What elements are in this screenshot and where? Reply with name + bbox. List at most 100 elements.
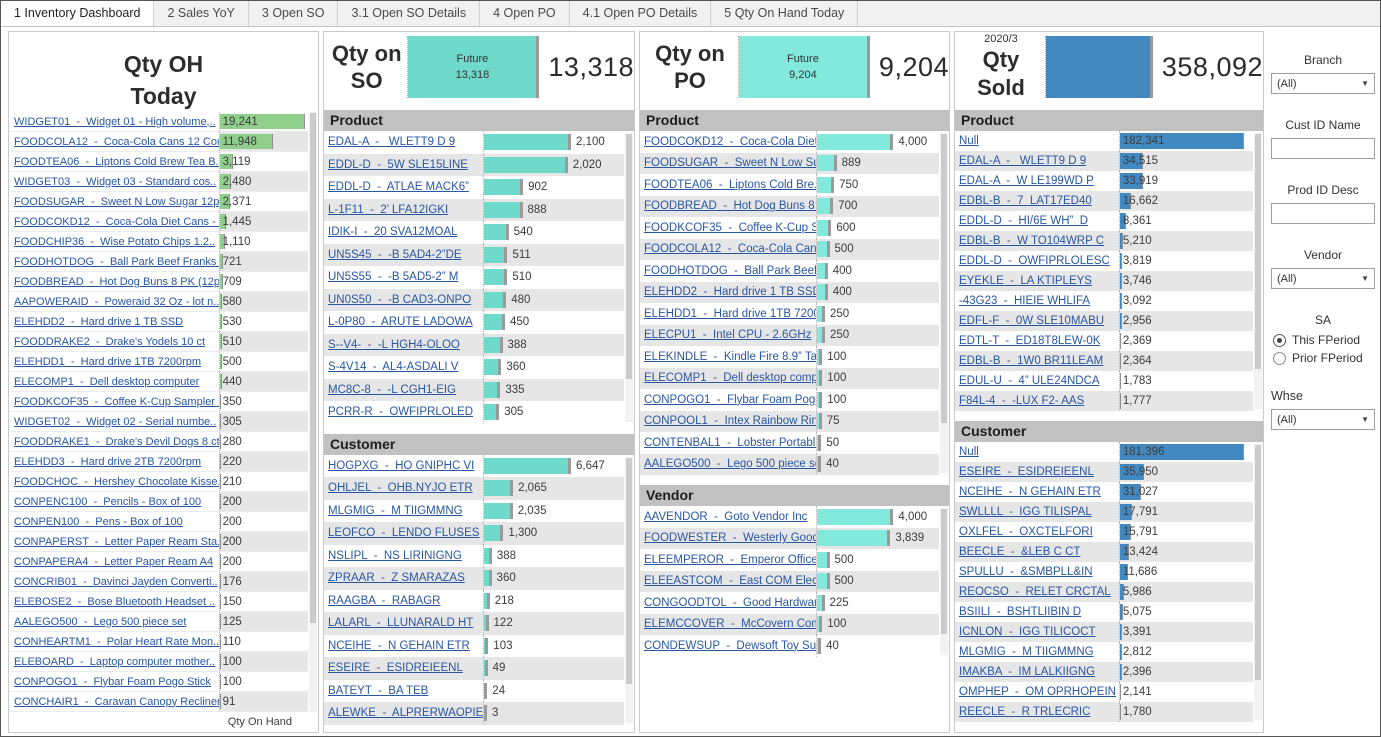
item-link[interactable]: NCEIHE - N GEHAIN ETR <box>959 486 1101 498</box>
value-bar[interactable] <box>1119 504 1133 520</box>
item-link[interactable]: ESEIRE - ESIDREIEENL <box>328 662 463 675</box>
prod-id-desc-input[interactable] <box>1271 203 1375 224</box>
value-bar[interactable] <box>484 502 510 519</box>
value-bar[interactable] <box>1119 524 1131 540</box>
value-bar[interactable] <box>484 156 565 173</box>
item-link[interactable]: S-4V14 - AL4-ASDALI V <box>328 361 459 374</box>
item-link[interactable]: CONGOODTOL - Good Hardware.. <box>644 596 817 609</box>
item-link[interactable]: IDIK-I - 20 SVA12MOAL <box>328 226 458 239</box>
item-link[interactable]: EDUL-U - 4” ULE24NDCA <box>959 375 1100 387</box>
value-bar[interactable] <box>1119 133 1244 149</box>
item-link[interactable]: ELECOMP1 - Dell desktop computer <box>14 375 200 388</box>
item-link[interactable]: ELEEASTCOM - East COM Electr.. <box>644 575 817 588</box>
scrollbar[interactable] <box>309 112 317 712</box>
item-link[interactable]: LEOFCO - LENDO FLUSES <box>328 527 480 540</box>
item-link[interactable]: CONPOGO1 - Flybar Foam Pogo Stick <box>14 675 211 688</box>
value-bar[interactable] <box>817 133 891 150</box>
value-bar[interactable] <box>817 219 829 236</box>
item-link[interactable]: FOODWESTER - Westerly Good .. <box>644 532 817 545</box>
value-bar[interactable] <box>484 269 505 286</box>
value-bar[interactable] <box>219 174 231 189</box>
value-bar[interactable] <box>817 508 891 525</box>
item-link[interactable]: CONPOGO1 - Flybar Foam Pogo .. <box>644 393 817 406</box>
value-bar[interactable] <box>1119 373 1122 389</box>
value-bar[interactable] <box>1119 564 1128 580</box>
item-link[interactable]: OHLJEL - OHB.NYJO ETR <box>328 482 473 495</box>
value-bar[interactable] <box>1119 464 1145 480</box>
item-link[interactable]: FOODHOTDOG - Ball Park Beef .. <box>644 264 817 277</box>
scrollbar[interactable] <box>940 133 948 473</box>
item-link[interactable]: L-0P80 - ARUTE LADOWA <box>328 316 473 329</box>
value-bar[interactable] <box>219 574 221 589</box>
value-bar[interactable] <box>1119 313 1122 329</box>
value-bar[interactable] <box>1119 253 1123 269</box>
tab[interactable]: 3.1 Open SO Details <box>338 1 481 26</box>
item-link[interactable]: EDFL-F - 0W SLE10MABU <box>959 315 1105 327</box>
item-link[interactable]: REOCSO - RELET CRCTAL <box>959 586 1111 598</box>
item-link[interactable]: ELEHDD1 - Hard drive 1TB 7200rpm <box>14 355 202 368</box>
item-link[interactable]: CONCRIB01 - Davinci Jayden Converti.. <box>14 575 218 588</box>
value-bar[interactable] <box>1119 193 1132 209</box>
value-bar[interactable] <box>219 434 221 449</box>
value-bar[interactable] <box>1119 153 1144 169</box>
item-link[interactable]: SPULLU - &SMBPLL&IN <box>959 566 1093 578</box>
item-link[interactable]: FOODSUGAR - Sweet N Low Sug.. <box>644 157 817 170</box>
value-bar[interactable] <box>219 494 221 509</box>
item-link[interactable]: FOODHOTDOG - Ball Park Beef Franks .. <box>14 255 219 268</box>
value-bar[interactable] <box>1119 684 1122 700</box>
item-link[interactable]: ICNLON - IGG TILICOCT <box>959 626 1096 638</box>
value-bar[interactable] <box>484 224 506 241</box>
item-link[interactable]: BEECLE - &LEB C CT <box>959 546 1081 558</box>
item-link[interactable]: EDDL-D - 5W SLE15LINE <box>328 158 468 171</box>
radio-this-fperiod[interactable]: This FPeriod <box>1273 333 1375 347</box>
item-link[interactable]: WIDGET03 - Widget 03 - Standard cos.. <box>14 175 217 188</box>
branch-dropdown[interactable]: (All) ▼ <box>1271 73 1375 94</box>
item-link[interactable]: EDDL-D - HI/6E WH” D <box>959 215 1089 227</box>
item-link[interactable]: FOODDRAKE1 - Drake's Devil Dogs 8 ct <box>14 435 219 448</box>
value-bar[interactable] <box>817 241 827 258</box>
value-bar[interactable] <box>484 457 568 474</box>
tab[interactable]: 2 Sales YoY <box>154 1 249 26</box>
value-bar[interactable] <box>219 394 222 409</box>
value-bar[interactable] <box>1119 584 1124 600</box>
value-bar[interactable] <box>219 514 221 529</box>
item-link[interactable]: FOODTEA06 - Liptons Cold Brew Tea B.. <box>14 155 219 168</box>
value-bar[interactable] <box>817 551 827 568</box>
value-bar[interactable] <box>484 359 499 376</box>
item-link[interactable]: FOODCHOC - Hershey Chocolate Kisse.. <box>14 475 219 488</box>
value-bar[interactable] <box>219 314 222 329</box>
value-bar[interactable] <box>484 592 487 609</box>
item-link[interactable]: FOODCOLA12 - Coca-Cola Cans 12 Cou.. <box>14 135 219 148</box>
item-link[interactable]: ELEBOARD - Laptop computer mother.. <box>14 655 216 668</box>
item-link[interactable]: CONPEN100 - Pens - Box of 100 <box>14 515 183 528</box>
item-link[interactable]: EYEKLE - LA KTIPLEYS <box>959 275 1092 287</box>
value-bar[interactable] <box>1119 393 1122 409</box>
item-link[interactable]: ELECPU1 - Intel CPU - 2.6GHz <box>644 329 812 342</box>
item-link[interactable]: MC8C-8 - -L CGH1-EIG <box>328 383 457 396</box>
item-link[interactable]: ELEEMPEROR - Emperor Office .. <box>644 553 817 566</box>
item-link[interactable]: BATEYT - BA TEB <box>328 684 429 697</box>
item-link[interactable]: F84L-4 - -LUX F2- AAS <box>959 395 1085 407</box>
item-link[interactable]: CONPOOL1 - Intex Rainbow Rin.. <box>644 415 817 428</box>
item-link[interactable]: SWLLLL - IGG TILISPAL <box>959 506 1092 518</box>
item-link[interactable]: AALEGO500 - Lego 500 piece set <box>644 458 817 471</box>
value-bar[interactable] <box>484 291 504 308</box>
item-link[interactable]: ELEMCCOVER - McCovern Comp.. <box>644 618 817 631</box>
item-link[interactable]: UN5S45 - -B 5AD4-2”DE <box>328 248 462 261</box>
whse-dropdown[interactable]: (All) ▼ <box>1271 409 1375 430</box>
item-link[interactable]: EDAL-A - WLETT9 D 9 <box>328 136 456 149</box>
item-link[interactable]: IMAKBA - IM LALKIIGNG <box>959 666 1096 678</box>
future-bar[interactable]: Future 9,204 <box>737 36 870 98</box>
item-link[interactable]: EDTL-T - ED18T8LEW-0K <box>959 335 1101 347</box>
item-link[interactable]: S--V4- - -L HGH4-OLOO <box>328 338 460 351</box>
total-bar[interactable] <box>1044 36 1153 98</box>
value-bar[interactable] <box>484 336 500 353</box>
value-bar[interactable] <box>219 454 221 469</box>
item-link[interactable]: EDBL-B - 1W0 BR11LEAM <box>959 355 1104 367</box>
item-link[interactable]: AAVENDOR - Goto Vendor Inc <box>644 510 808 523</box>
item-link[interactable]: ELECOMP1 - Dell desktop comp.. <box>644 372 817 385</box>
item-link[interactable]: NCEIHE - N GEHAIN ETR <box>328 639 470 652</box>
item-link[interactable]: FOODBREAD - Hot Dog Buns 8 P.. <box>644 200 817 213</box>
item-link[interactable]: CONHEARTM1 - Polar Heart Rate Mon.. <box>14 635 219 648</box>
item-link[interactable]: FOODCOKD12 - Coca-Cola Diet Cans - .. <box>14 215 219 228</box>
